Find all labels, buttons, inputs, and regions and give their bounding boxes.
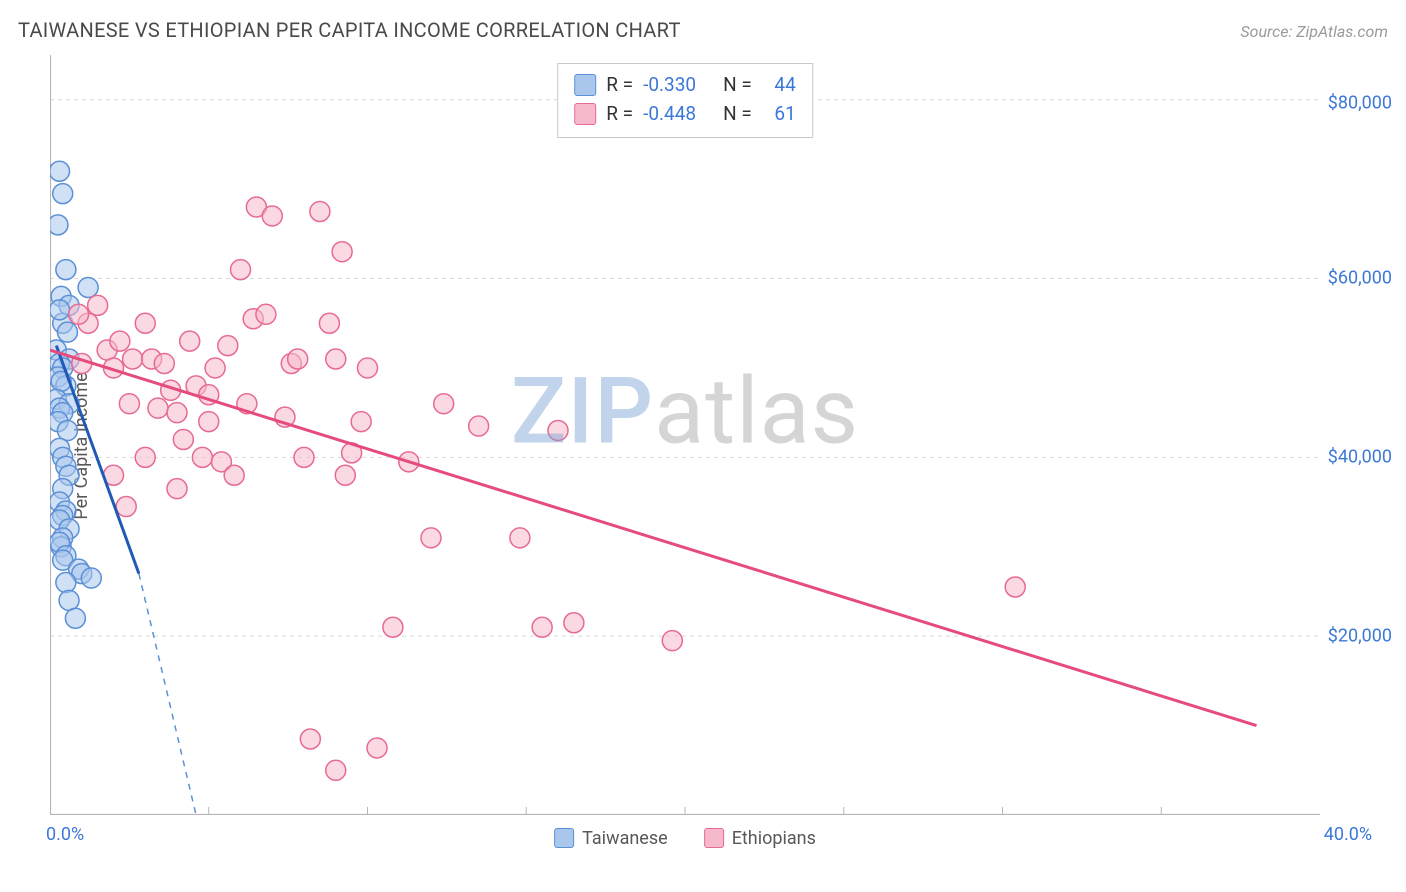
n-value-taiwanese: 44 xyxy=(762,70,796,99)
scatter-chart-svg xyxy=(50,55,1320,815)
y-tick-20000: $20,000 xyxy=(1328,626,1392,647)
r-label: R = xyxy=(606,70,633,99)
x-tick-max: 40.0% xyxy=(1324,824,1372,845)
series-legend: Taiwanese Ethiopians xyxy=(554,828,816,849)
n-value-ethiopians: 61 xyxy=(762,99,796,128)
y-tick-40000: $40,000 xyxy=(1328,447,1392,468)
n-label: N = xyxy=(723,99,752,128)
legend-item-taiwanese: Taiwanese xyxy=(554,828,668,849)
r-value-taiwanese: -0.330 xyxy=(643,70,713,99)
swatch-ethiopians xyxy=(704,828,724,848)
r-value-ethiopians: -0.448 xyxy=(643,99,713,128)
chart-plot-area: ZIPatlas R = -0.330 N = 44 R = -0.448 N … xyxy=(50,55,1320,815)
chart-header: TAIWANESE VS ETHIOPIAN PER CAPITA INCOME… xyxy=(18,18,1388,42)
chart-title: TAIWANESE VS ETHIOPIAN PER CAPITA INCOME… xyxy=(18,18,681,42)
legend-item-ethiopians: Ethiopians xyxy=(704,828,816,849)
legend-stats-box: R = -0.330 N = 44 R = -0.448 N = 61 xyxy=(557,63,813,138)
chart-source: Source: ZipAtlas.com xyxy=(1240,22,1388,41)
x-tick-min: 0.0% xyxy=(46,824,84,845)
legend-label-taiwanese: Taiwanese xyxy=(582,828,668,849)
legend-row-taiwanese: R = -0.330 N = 44 xyxy=(574,70,796,99)
legend-label-ethiopians: Ethiopians xyxy=(732,828,816,849)
y-tick-60000: $60,000 xyxy=(1328,268,1392,289)
n-label: N = xyxy=(723,70,752,99)
y-tick-80000: $80,000 xyxy=(1328,92,1392,113)
legend-swatch-taiwanese xyxy=(574,74,596,96)
legend-row-ethiopians: R = -0.448 N = 61 xyxy=(574,99,796,128)
swatch-taiwanese xyxy=(554,828,574,848)
r-label: R = xyxy=(606,99,633,128)
legend-swatch-ethiopians xyxy=(574,103,596,125)
